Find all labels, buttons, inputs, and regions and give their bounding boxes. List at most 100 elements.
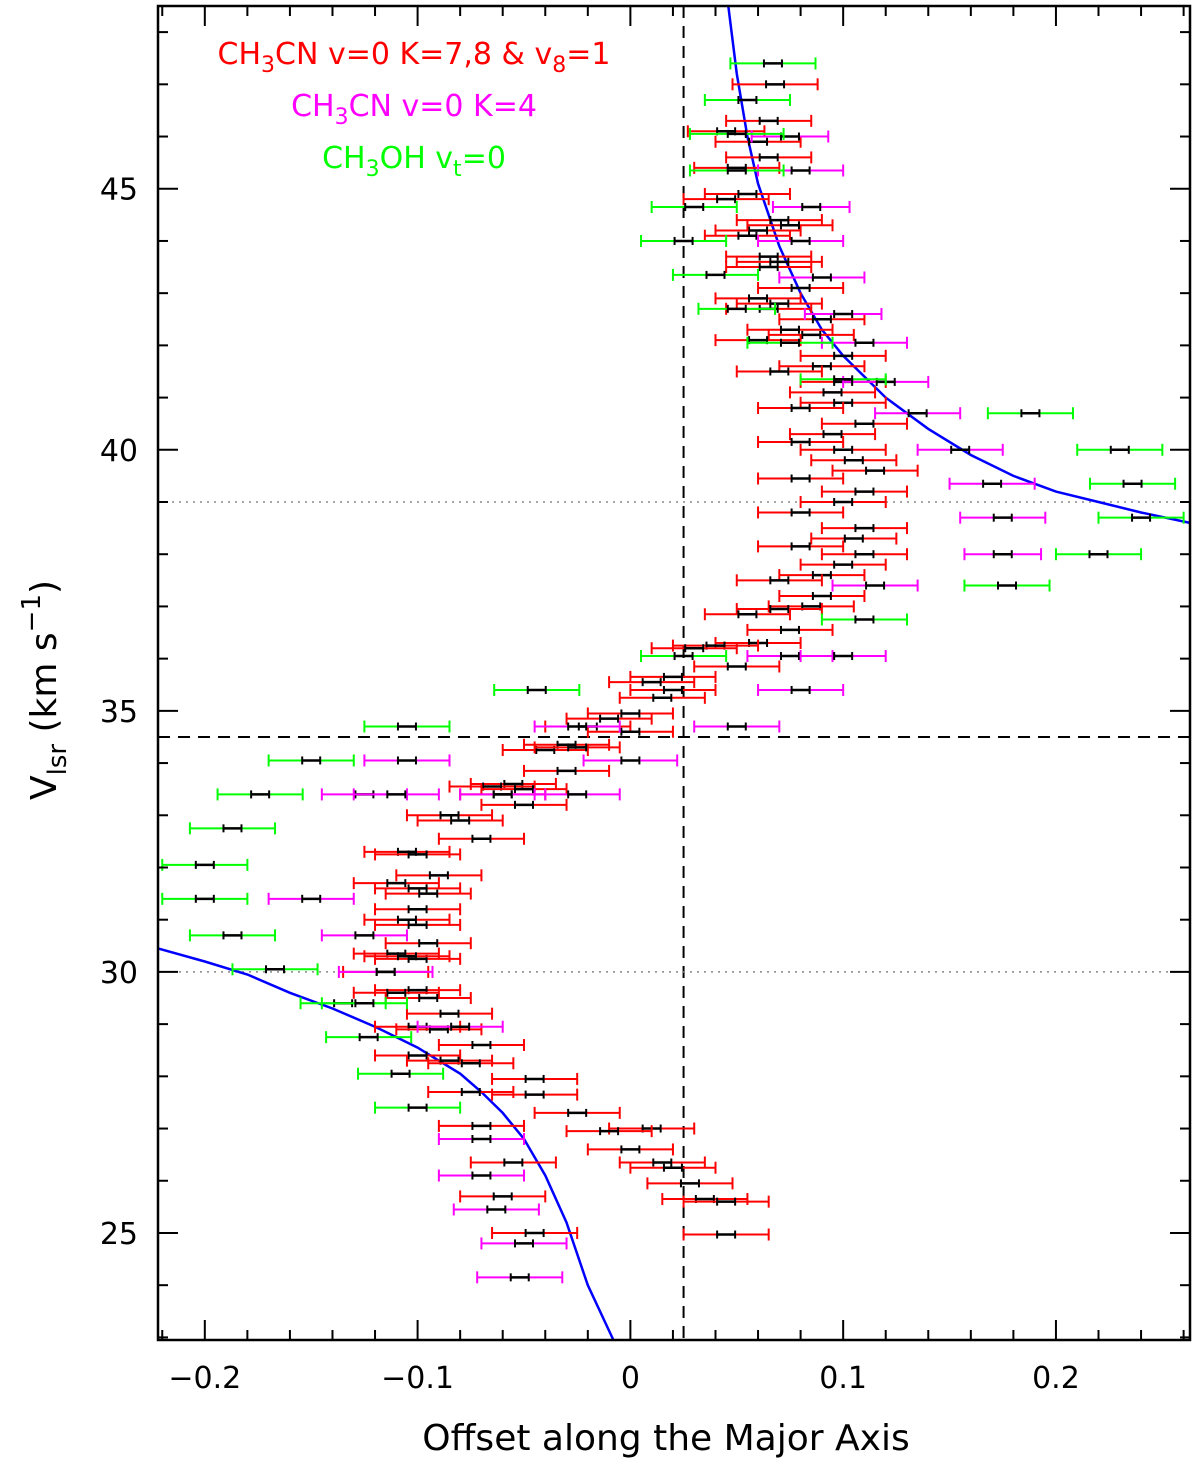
data-point-series-0: [374, 848, 462, 861]
data-point-series-1: [693, 720, 781, 733]
data-point-series-0: [352, 986, 440, 999]
x-axis-label: Offset along the Major Axis: [422, 1418, 909, 1459]
legend-entry-part: 8: [552, 53, 566, 78]
data-point-series-0: [480, 798, 568, 811]
data-point-series-2: [374, 1101, 462, 1114]
legend-entry-part: =1: [566, 37, 610, 72]
data-point-series-0: [767, 328, 855, 341]
data-point-series-0: [731, 78, 819, 91]
data-point-series-1: [267, 892, 355, 905]
data-point-series-0: [395, 1023, 483, 1036]
data-point-series-0: [374, 1049, 462, 1062]
data-point-series-2: [688, 127, 785, 140]
legend-entry: CH3OH vt=0: [322, 141, 506, 182]
legend-entry-part: CN v=0 K=4: [349, 89, 537, 124]
data-point-series-0: [405, 1007, 494, 1020]
data-point-series-0: [703, 608, 791, 621]
data-point-series-0: [437, 832, 525, 845]
legend-entry-part: CH: [322, 141, 366, 176]
data-point-series-0: [746, 219, 834, 232]
data-point-series-0: [810, 454, 898, 467]
data-point-series-0: [384, 937, 472, 950]
x-tick-label: −0.2: [168, 1361, 241, 1396]
fit-curves: [157, 5, 1191, 1341]
data-point-series-0: [586, 1143, 674, 1156]
data-point-series-1: [437, 1132, 525, 1145]
x-tick-label: 0: [621, 1361, 640, 1396]
data-point-series-2: [161, 892, 249, 905]
data-point-series-2: [820, 613, 908, 626]
data-point-series-2: [640, 650, 728, 663]
x-tick-labels: −0.2 −0.1 0 0.1 0.2: [168, 1361, 1079, 1396]
legend-entry-part: OH v: [380, 141, 453, 176]
legend-entry: CH3CN v=0 K=4: [291, 89, 537, 130]
data-point-series-2: [650, 201, 738, 214]
data-point-series-0: [608, 676, 696, 689]
data-point-series-0: [703, 187, 791, 200]
data-point-series-0: [757, 472, 845, 485]
x-tick-label: 0.1: [819, 1361, 867, 1396]
data-point-series-0: [384, 887, 472, 900]
data-point-series-0: [533, 741, 621, 754]
data-point-series-0: [427, 1057, 515, 1070]
data-point-series-0: [533, 1106, 621, 1119]
data-point-series-1: [363, 754, 451, 767]
data-point-series-0: [714, 292, 802, 305]
y-tick-label: 35: [100, 695, 138, 730]
data-point-series-0: [746, 623, 834, 636]
fit-curve-lower: [157, 947, 615, 1341]
data-point-series-0: [767, 600, 855, 613]
legend-entry-part: 3: [261, 53, 275, 78]
data-point-series-0: [735, 365, 823, 378]
data-point-series-0: [618, 691, 706, 704]
data-point-series-2: [363, 720, 451, 733]
data-point-series-0: [725, 250, 813, 263]
data-point-series-2: [746, 336, 834, 349]
data-point-series-1: [416, 1020, 504, 1033]
data-point-series-0: [618, 1156, 706, 1169]
data-point-series-1: [582, 754, 679, 767]
data-point-series-0: [725, 114, 813, 127]
data-point-series-0: [480, 783, 568, 796]
data-point-series-1: [480, 1237, 568, 1250]
data-point-series-1: [771, 201, 851, 214]
data-point-series-0: [363, 913, 451, 926]
data-point-series-0: [629, 683, 717, 696]
data-point-series-1: [948, 477, 1036, 490]
data-point-series-0: [693, 161, 781, 174]
data-point-series-0: [757, 402, 845, 415]
y-axis-label-exp: −1: [17, 594, 47, 632]
data-point-series-0: [352, 877, 440, 890]
data-point-series-0: [469, 1156, 557, 1169]
data-point-series-0: [725, 151, 813, 164]
x-tick-label: −0.1: [381, 1361, 454, 1396]
data-point-series-0: [650, 642, 738, 655]
data-point-series-2: [1054, 548, 1143, 561]
data-point-series-1: [959, 511, 1047, 524]
data-point-series-0: [757, 506, 845, 519]
data-point-series-0: [682, 193, 770, 206]
data-point-series-1: [452, 1203, 540, 1216]
data-point-series-0: [686, 125, 766, 138]
data-point-series-0: [459, 1190, 547, 1203]
data-points: [161, 57, 1185, 1284]
data-point-series-0: [799, 443, 887, 456]
data-point-series-1: [799, 650, 887, 663]
data-point-series-0: [810, 532, 898, 545]
data-point-series-0: [405, 809, 494, 822]
data-point-series-0: [778, 313, 866, 326]
data-point-series-0: [831, 464, 919, 477]
data-point-series-1: [352, 788, 440, 801]
data-point-series-0: [374, 903, 462, 916]
data-point-series-2: [1076, 443, 1164, 456]
data-point-series-2: [1088, 477, 1177, 490]
y-tick-label: 30: [100, 956, 138, 991]
data-point-series-0: [778, 589, 866, 602]
data-point-series-2: [267, 754, 355, 767]
fit-curve-upper: [727, 5, 1191, 525]
data-point-series-2: [320, 997, 408, 1010]
data-point-series-1: [337, 965, 434, 978]
y-tick-label: 45: [100, 173, 138, 208]
y-axis-label: Vlsr (km s−1): [17, 580, 73, 800]
